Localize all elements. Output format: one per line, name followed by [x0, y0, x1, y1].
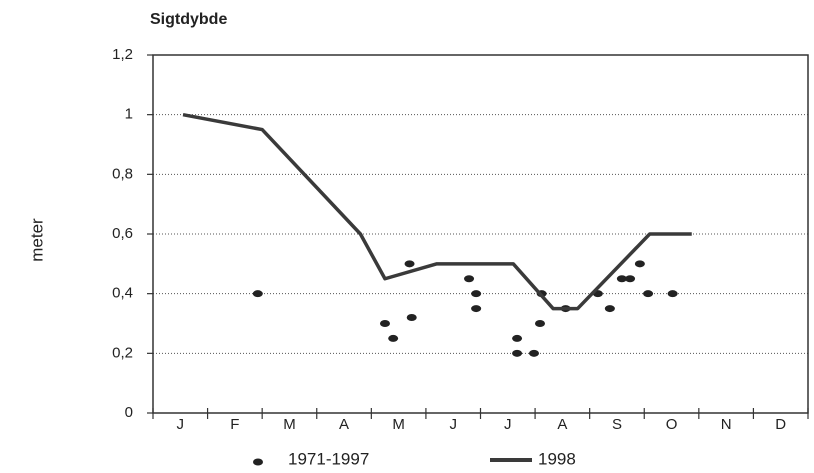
y-tick-label: 0: [125, 404, 133, 421]
scatter-point: [616, 275, 627, 283]
x-tick-label: J: [504, 416, 512, 433]
x-tick-label: A: [557, 416, 567, 433]
scatter-point: [406, 314, 417, 322]
scatter-point: [512, 334, 523, 342]
y-tick-label: 0,2: [112, 344, 133, 361]
x-tick-label: O: [666, 416, 678, 433]
scatter-point: [634, 260, 645, 268]
scatter-point: [667, 290, 678, 298]
y-tick-label: 0,4: [112, 285, 133, 302]
scatter-point: [379, 320, 390, 327]
chart-title: Sigtdybde: [150, 11, 227, 28]
scatter-point: [512, 349, 523, 357]
scatter-point: [625, 275, 636, 283]
y-axis-label: meter: [27, 218, 46, 262]
x-tick-label: N: [721, 416, 732, 433]
y-tick-label: 1,2: [112, 46, 133, 63]
scatter-point: [604, 305, 615, 313]
x-tick-label: F: [230, 416, 239, 433]
scatter-point: [643, 290, 654, 298]
legend-label: 1971-1997: [288, 449, 369, 468]
x-tick-label: D: [775, 416, 786, 433]
scatter-point: [471, 305, 482, 313]
x-tick-label: S: [612, 416, 622, 433]
x-tick-label: A: [339, 416, 349, 433]
scatter-point: [464, 275, 475, 283]
x-tick-label: J: [449, 416, 457, 433]
scatter-point: [471, 290, 482, 298]
line-series: [182, 112, 692, 311]
scatter-point: [252, 290, 263, 298]
scatter-point: [528, 349, 539, 357]
legend-swatch: [253, 458, 263, 466]
legend-label: 1998: [538, 449, 576, 468]
scatter-point: [534, 320, 545, 327]
y-tick-label: 1: [125, 106, 133, 123]
y-tick-label: 0,6: [112, 225, 133, 242]
y-tick-label: 0,8: [112, 165, 133, 182]
scatter-point: [388, 334, 399, 342]
scatter-point: [404, 260, 415, 268]
x-tick-label: M: [283, 416, 296, 433]
x-tick-label: J: [177, 416, 185, 433]
x-tick-label: M: [392, 416, 405, 433]
